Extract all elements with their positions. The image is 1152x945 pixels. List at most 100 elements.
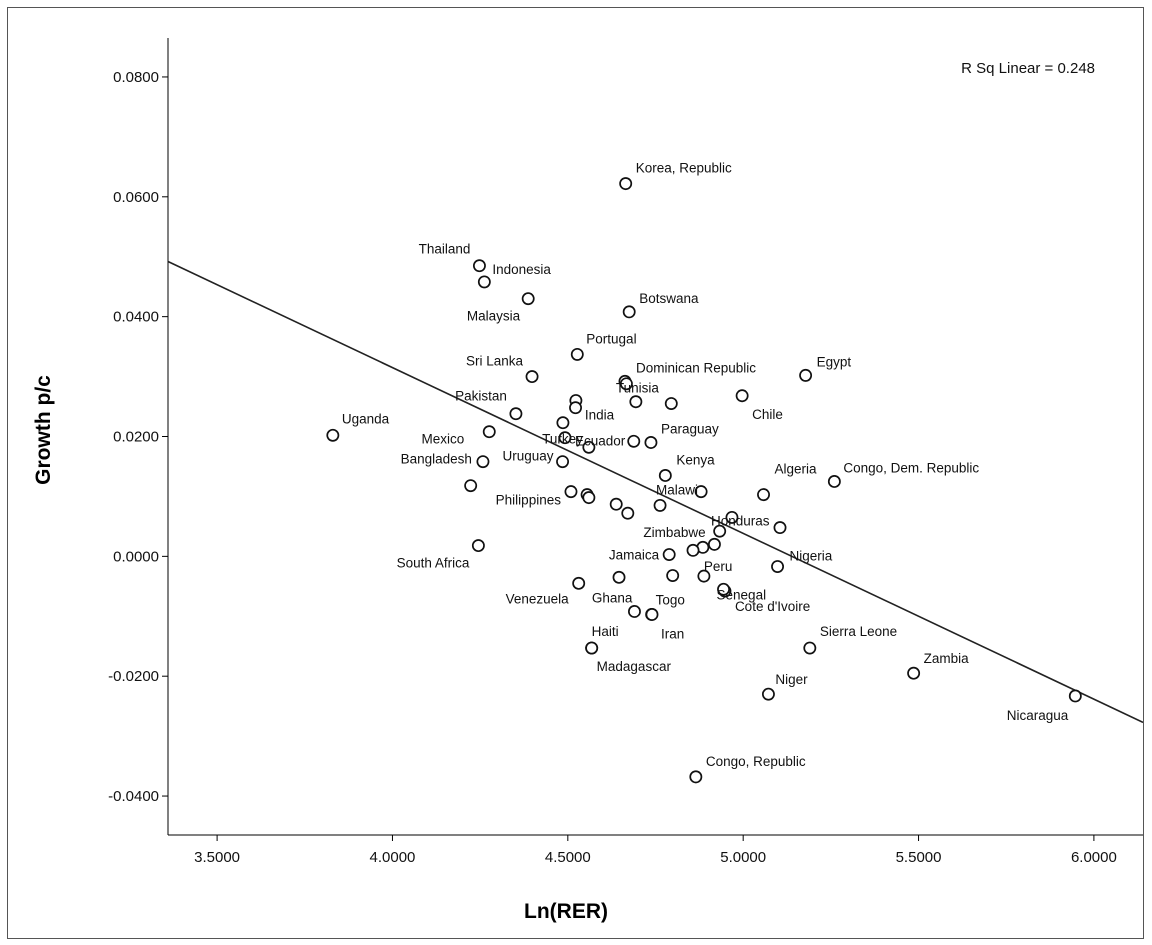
point-label: Portugal (586, 331, 636, 346)
y-tick-label: 0.0000 (113, 548, 159, 565)
point-label: Korea, Republic (636, 161, 732, 176)
point-label: Chile (752, 407, 783, 422)
point-label: Senegal (717, 587, 767, 602)
axes: 3.5000 4.0000 4.5000 5.0000 5.5000 6.0000 -0.0… (108, 38, 1143, 866)
point-label: India (585, 408, 615, 423)
data-point (799, 368, 813, 382)
data-point (621, 506, 635, 520)
point-label: Pakistan (455, 389, 507, 404)
x-tick-label: 6.0000 (1071, 849, 1117, 866)
x-tick-label: 5.0000 (720, 849, 766, 866)
point-label: Bangladesh (401, 452, 472, 467)
point-label: Uganda (342, 411, 390, 426)
y-tick-label: 0.0600 (113, 189, 159, 206)
data-point (525, 370, 539, 384)
data-point (326, 428, 340, 442)
point-label: Uruguay (503, 449, 554, 464)
data-point (664, 397, 678, 410)
data-point (556, 455, 570, 469)
data-point (619, 177, 633, 191)
data-point (556, 416, 570, 430)
y-tick-label: 0.0800 (113, 69, 159, 86)
point-label: Sri Lanka (466, 354, 524, 369)
point-label: Cote d'Ivoire (735, 599, 810, 614)
data-point (582, 491, 596, 505)
point-label: Niger (775, 672, 808, 687)
data-point (585, 641, 599, 655)
fit-line-group (167, 260, 1143, 724)
data-point (645, 608, 659, 621)
data-point (1068, 689, 1082, 703)
data-point (827, 474, 841, 488)
fit-line (167, 260, 1143, 724)
data-point (761, 687, 775, 701)
point-label: Venezuela (506, 591, 570, 606)
data-point (757, 488, 770, 502)
x-axis-title: Ln(RER) (524, 900, 608, 923)
x-tick-label: 5.5000 (896, 849, 942, 866)
data-point (521, 292, 535, 306)
data-point (694, 485, 708, 499)
data-point (717, 582, 730, 596)
x-tick-label: 4.5000 (545, 849, 591, 866)
data-point (686, 543, 700, 557)
point-label: Turkey (542, 431, 583, 446)
point-label: Kenya (676, 452, 715, 467)
y-axis-title: Growth p/c (32, 375, 55, 485)
point-label: Tunisia (616, 381, 660, 396)
data-point (771, 560, 785, 573)
data-point (658, 469, 672, 482)
point-labels-group: Korea, Republic Thailand Indonesia Malaysia… (342, 161, 1069, 769)
r-squared-annotation: R Sq Linear = 0.248 (961, 60, 1095, 77)
y-tick-label: -0.0400 (108, 788, 159, 805)
point-label: Paraguay (661, 421, 719, 436)
point-label: Nicaragua (1007, 708, 1069, 723)
point-label: Haiti (592, 624, 619, 639)
point-label: Egypt (817, 354, 852, 369)
data-point (619, 377, 633, 391)
points-group (326, 177, 1082, 784)
point-label: Jamaica (609, 548, 660, 563)
point-label: Congo, Republic (706, 754, 806, 769)
point-label: Honduras (711, 513, 770, 528)
data-point (735, 389, 749, 403)
data-point (477, 275, 491, 289)
point-label: Peru (704, 559, 733, 574)
point-label: Indonesia (492, 262, 551, 277)
point-label: Malawi (656, 482, 698, 497)
y-tick-label: 0.0200 (113, 429, 159, 446)
data-point (612, 570, 626, 584)
point-label: Iran (661, 626, 684, 641)
data-point (803, 641, 817, 655)
data-point (627, 434, 641, 448)
data-point (697, 569, 711, 583)
data-point (482, 425, 496, 439)
data-point (707, 537, 721, 551)
data-point (476, 455, 490, 469)
data-point (725, 510, 739, 524)
data-point (689, 770, 703, 784)
data-point (773, 521, 787, 535)
y-tick-label: 0.0400 (113, 309, 159, 326)
point-label: Dominican Republic (636, 360, 756, 375)
x-tick-label: 4.0000 (370, 849, 416, 866)
point-label: Thailand (419, 242, 471, 257)
point-label: Congo, Dem. Republic (843, 460, 979, 475)
data-point (509, 407, 523, 421)
data-point (907, 666, 921, 680)
data-point (713, 524, 727, 538)
point-label: Algeria (775, 462, 818, 477)
data-point (628, 605, 641, 618)
data-point (644, 436, 658, 449)
y-tick-label: -0.0200 (108, 668, 159, 685)
data-point (609, 497, 623, 511)
point-label: Togo (656, 592, 685, 607)
data-point (472, 259, 486, 273)
point-label: Botswana (639, 291, 699, 306)
point-label: Philippines (496, 493, 562, 508)
data-point (464, 479, 478, 493)
data-point (570, 347, 584, 361)
data-point (653, 498, 667, 512)
point-label: Madagascar (597, 659, 672, 674)
data-point (666, 569, 680, 582)
